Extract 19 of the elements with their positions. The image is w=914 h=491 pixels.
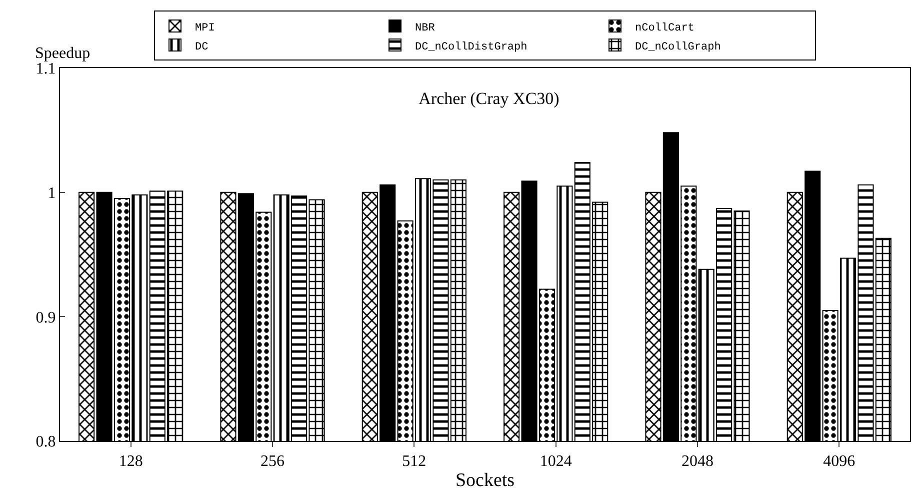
y-tick-label: 0.9 [36,309,56,326]
x-axis-title: Sockets [455,470,515,491]
y-tick-label: 1 [48,184,56,202]
y-tick-label: 1.1 [36,60,56,78]
legend-label: MPI [195,22,215,34]
x-tick-label: 256 [260,453,284,470]
legend-label: DC_nCollDistGraph [415,41,528,54]
legend-label: DC [195,41,209,54]
y-axis-title: Speedup [35,45,90,62]
x-tick-label: 128 [118,453,143,470]
x-tick-label: 4096 [823,453,856,470]
x-tick-label: 1024 [540,453,572,470]
y-tick-label: 0.8 [36,434,56,451]
legend-label: nCollCart [635,22,694,34]
x-tick-label: 512 [402,453,426,470]
legend-label: NBR [415,22,436,34]
x-tick-label: 2048 [682,453,714,470]
legend-label: DC_nCollGraph [635,41,721,54]
text: Archer (Cray XC30) [418,89,560,108]
